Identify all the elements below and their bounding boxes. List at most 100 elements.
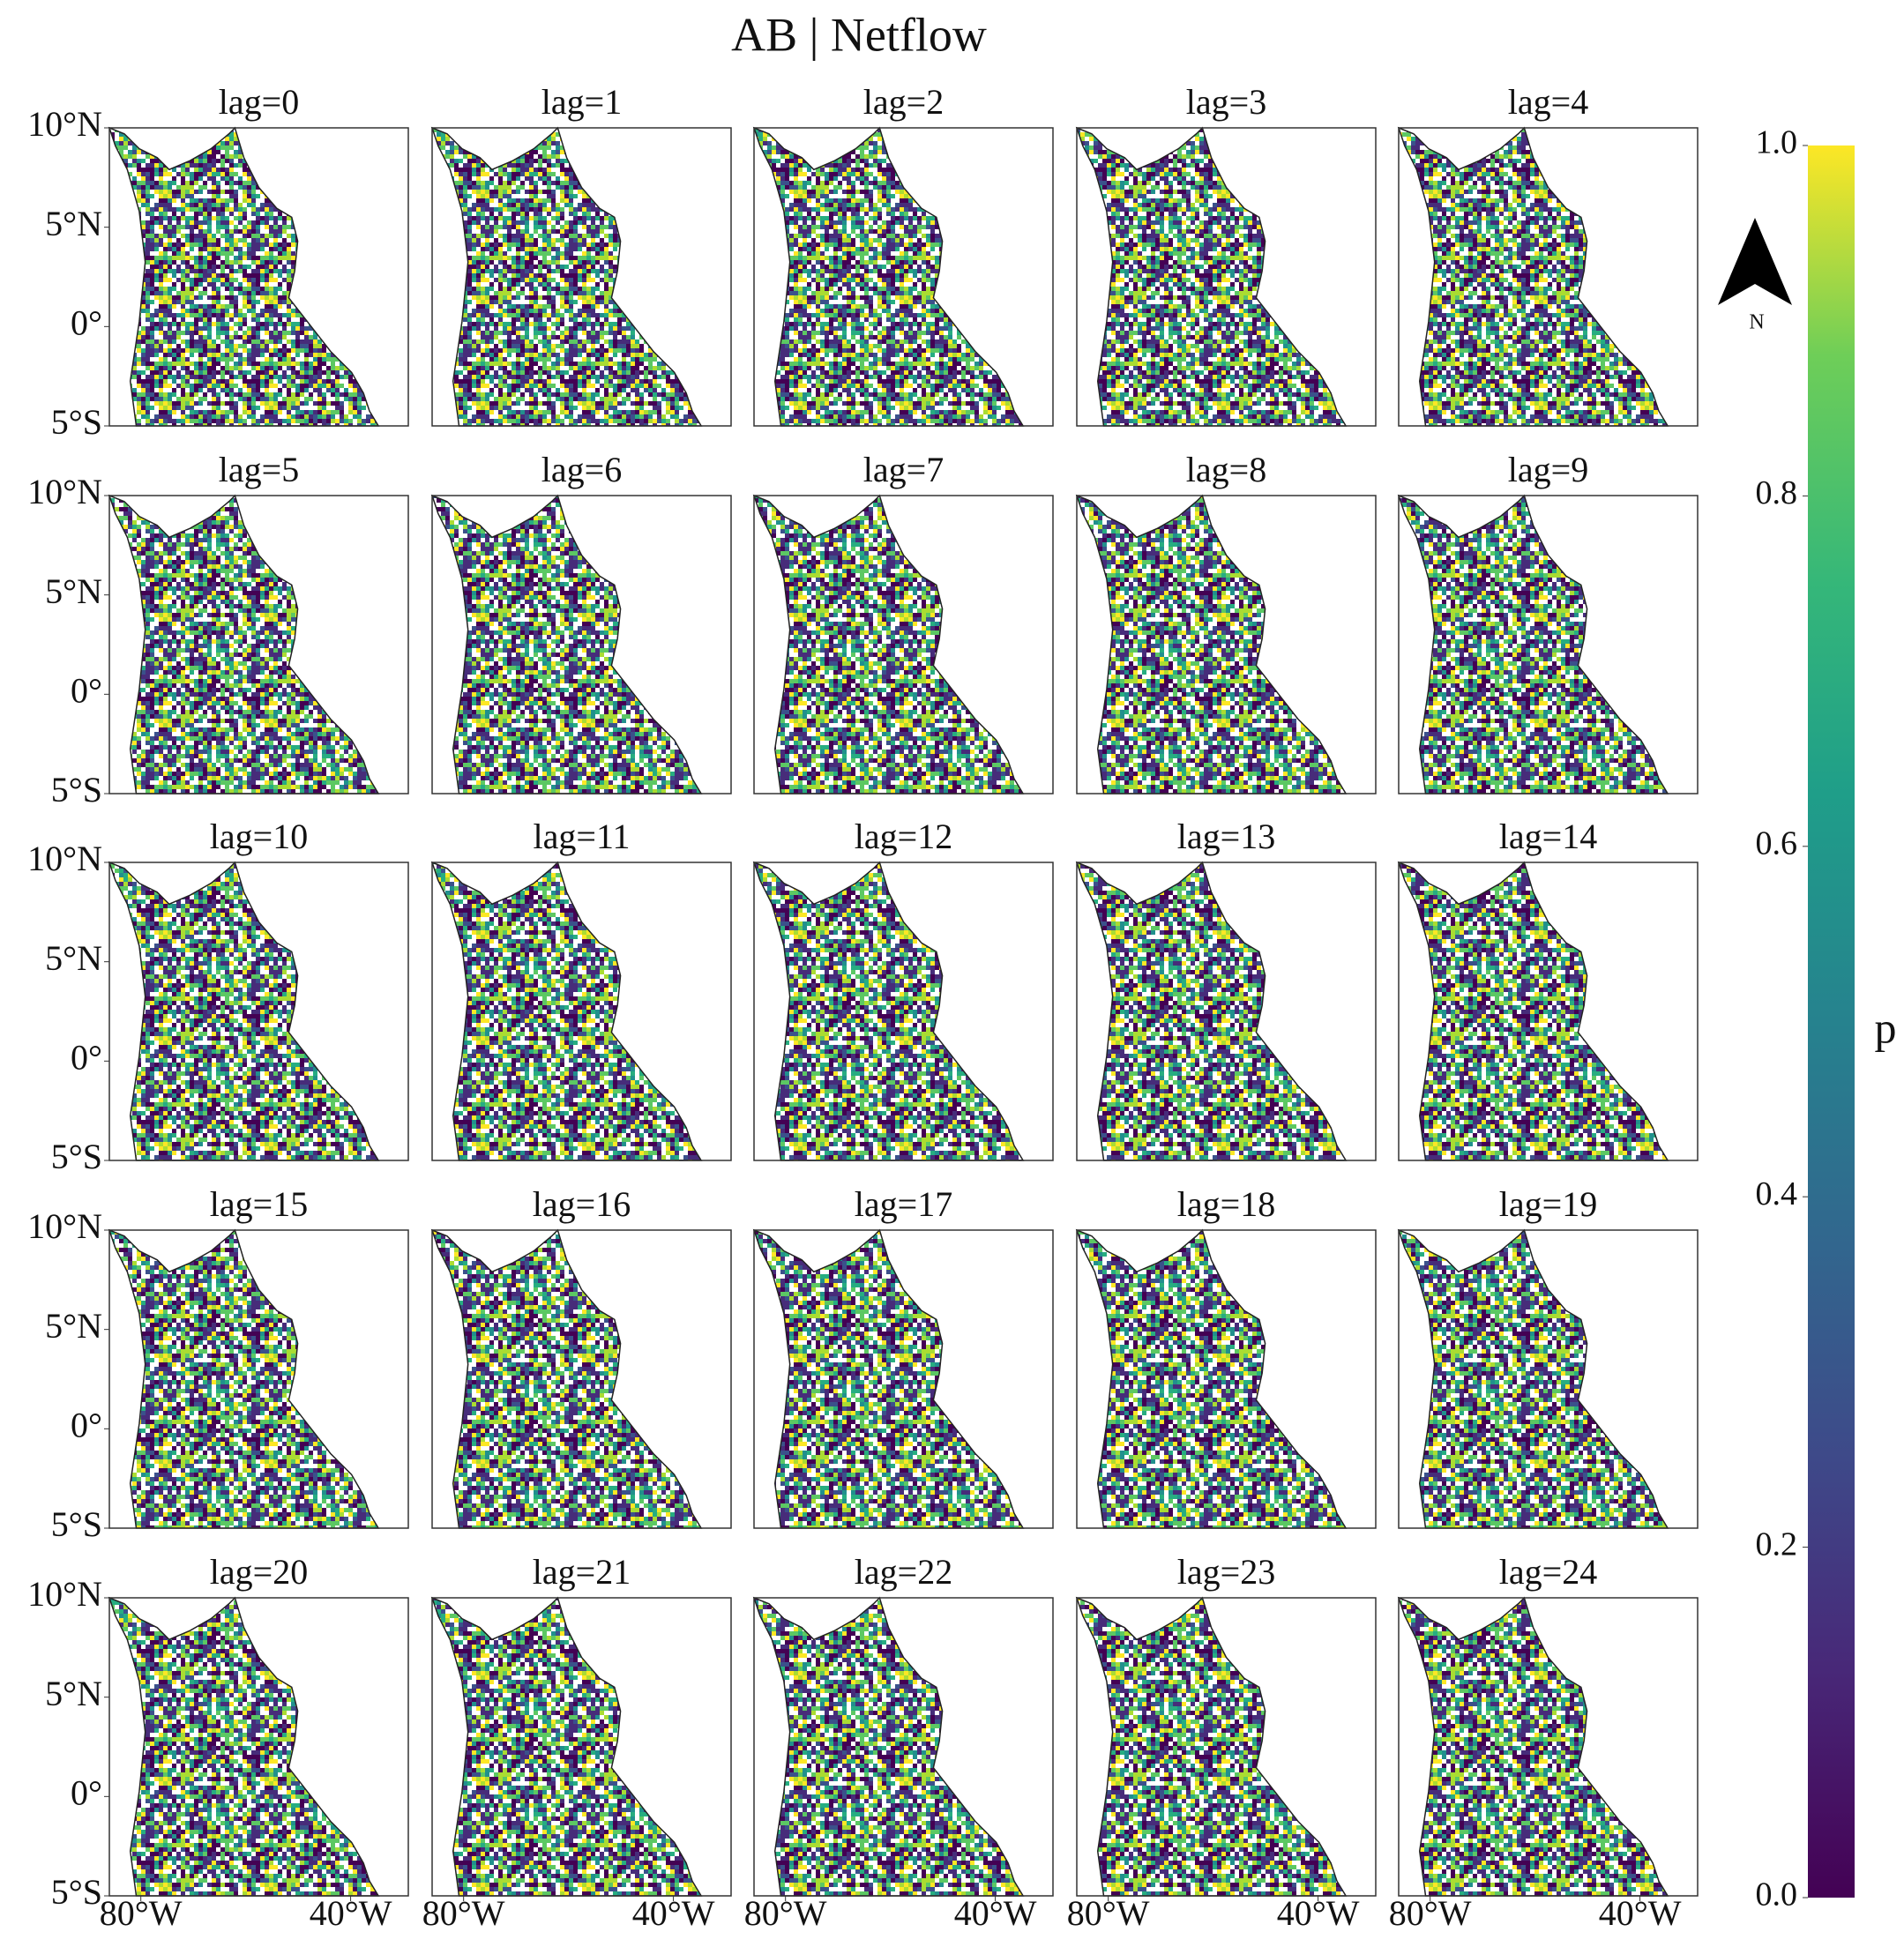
colorbar-tick-label: 0.2 [1756,1526,1798,1563]
lat-tick-label: 0° [71,1038,102,1078]
panel-title: lag=8 [1186,450,1266,489]
panel-frame [753,495,1054,794]
panel-title: lag=17 [855,1184,952,1224]
lon-tick-label: 80°W [744,1893,827,1933]
land-field [430,126,703,427]
colorbar-tick-label: 0.4 [1756,1175,1798,1212]
panel-title: lag=19 [1499,1184,1597,1224]
lat-tick-label: 0° [71,1406,102,1445]
land-field [1075,1228,1348,1529]
panel-title: lag=7 [863,450,944,489]
panel-frame [108,1597,409,1897]
land-field [1075,126,1348,427]
lon-tick-label: 80°W [1389,1893,1472,1933]
lat-tick-label: 5°N [45,938,102,978]
lat-tick-label: 10°N [27,1574,102,1614]
lon-tick-label: 40°W [310,1893,392,1933]
panel-title: lag=9 [1508,450,1588,489]
panel-frame [431,127,732,427]
panel-frame [753,1597,1054,1897]
land-field [1075,861,1348,1161]
panel-frame [1398,1229,1699,1529]
land-field [752,1596,1025,1897]
land-field [108,494,380,794]
lat-tick-label: 10°N [27,104,102,144]
panel-frame [108,495,409,794]
panel-title: lag=23 [1177,1552,1275,1592]
lon-tick-label: 80°W [422,1893,505,1933]
lat-tick-label: 5°N [45,571,102,611]
panel-frame [431,1229,732,1529]
panel-title: lag=20 [210,1552,308,1592]
lat-tick-label: 5°N [45,204,102,243]
panel-title: lag=16 [533,1184,631,1224]
panel-frame [1398,1597,1699,1897]
colorbar-tick-label: 1.0 [1756,124,1798,161]
panel-title: lag=22 [855,1552,952,1592]
panel-title: lag=5 [219,450,299,489]
land-field [1397,494,1669,794]
panel-frame [431,495,732,794]
panel-title: lag=12 [855,817,952,856]
lat-tick-label: 0° [71,1773,102,1813]
lat-tick-label: 5°N [45,1306,102,1346]
panel-frame [431,1597,732,1897]
panel-title: lag=21 [533,1552,631,1592]
lat-tick-label: 0° [71,303,102,343]
panel-title: lag=14 [1499,817,1597,856]
panel-title: lag=11 [534,817,631,856]
colorbar-tick-label: 0.0 [1756,1876,1798,1913]
land-field [108,1228,380,1529]
lat-tick-label: 10°N [27,472,102,511]
lon-tick-label: 80°W [1067,1893,1150,1933]
panel-frame [1076,1597,1377,1897]
lon-tick-label: 80°W [100,1893,183,1933]
figure-title: AB | Netflow [731,8,987,61]
panel-frame [1076,495,1377,794]
north-label: N [1749,311,1764,334]
lon-tick-label: 40°W [632,1893,715,1933]
lat-tick-label: 10°N [27,839,102,878]
panel-frame [753,127,1054,427]
lat-tick-label: 5°S [51,1504,102,1544]
land-field [108,861,380,1161]
colorbar [1808,145,1855,1898]
colorbar-tick-label: 0.8 [1756,474,1798,511]
panel-frame [1398,862,1699,1161]
land-field [430,494,703,794]
colorbar-label: p [1875,1003,1897,1052]
land-field [752,126,1025,427]
land-field [752,1228,1025,1529]
lat-tick-label: 5°S [51,402,102,442]
land-field [430,1228,703,1529]
lat-tick-label: 5°S [51,1872,102,1912]
panel-title: lag=6 [541,450,622,489]
land-field [1397,126,1669,427]
panel-title: lag=2 [863,82,944,122]
panel-title: lag=18 [1177,1184,1275,1224]
colorbar-tick-label: 0.6 [1756,825,1798,862]
lon-tick-label: 40°W [1277,1893,1360,1933]
land-field [430,1596,703,1897]
panel-frame [753,862,1054,1161]
panel-title: lag=24 [1499,1552,1597,1592]
panel-frame [753,1229,1054,1529]
panel-title: lag=3 [1186,82,1266,122]
lat-tick-label: 5°N [45,1674,102,1713]
north-arrow [1718,218,1792,305]
land-field [1397,861,1669,1161]
panel-frame [1398,127,1699,427]
panel-frame [108,1229,409,1529]
lat-tick-label: 5°S [51,1137,102,1176]
panel-frame [1076,127,1377,427]
lat-tick-label: 10°N [27,1206,102,1246]
land-field [1397,1228,1669,1529]
panel-frame [431,862,732,1161]
panel-frame [1398,495,1699,794]
panel-frame [1076,862,1377,1161]
panel-frame [108,862,409,1161]
land-field [108,126,380,427]
lon-tick-label: 40°W [1599,1893,1682,1933]
lat-tick-label: 0° [71,671,102,711]
panel-title: lag=4 [1508,82,1588,122]
